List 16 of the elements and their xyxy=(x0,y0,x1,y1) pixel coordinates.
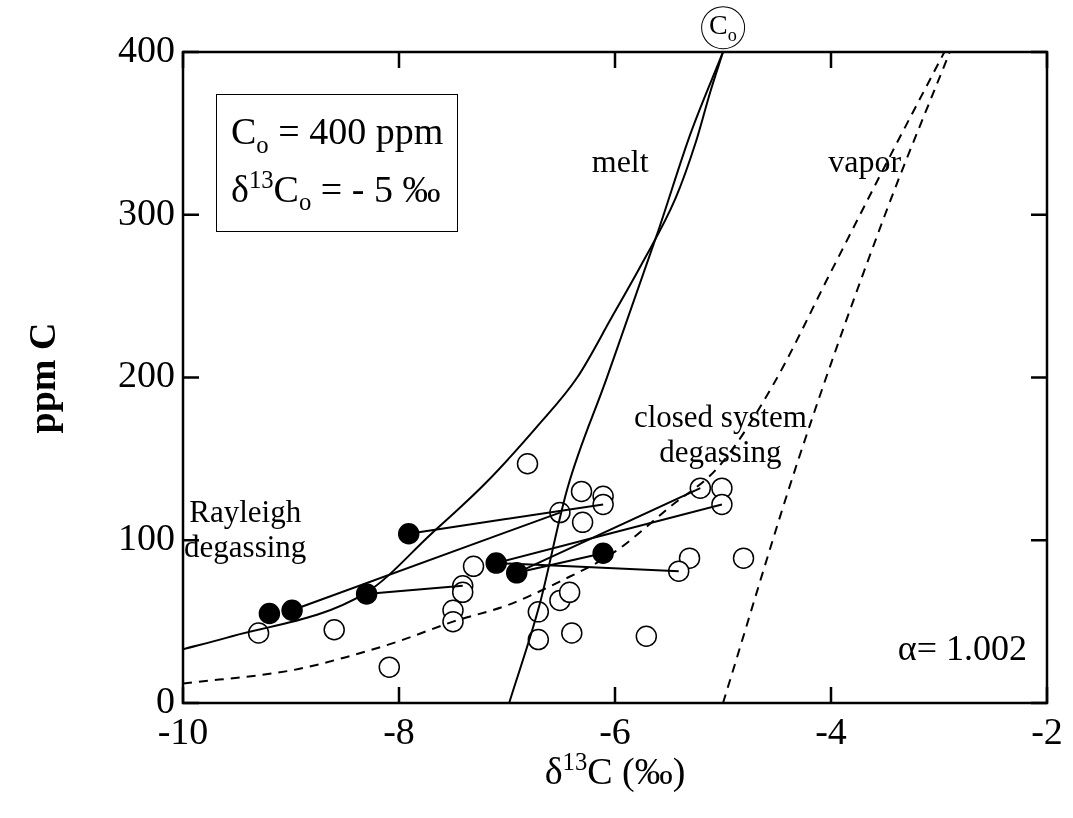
annotation: vapor xyxy=(828,142,902,179)
y-tick-label: 300 xyxy=(118,190,175,233)
annotation: closed system degassing xyxy=(632,399,808,471)
annotation: α= 1.002 xyxy=(897,628,1027,668)
annotation: δ$^{13}$C$_{o}$ = - 5 ‰ xyxy=(231,165,442,218)
annotation: melt xyxy=(591,142,649,179)
annotation: C$_{o}$ xyxy=(701,6,745,49)
x-tick-label: -4 xyxy=(815,709,847,752)
y-tick-label: 100 xyxy=(118,516,175,559)
y-tick-label: 400 xyxy=(118,27,175,70)
x-tick-label: -2 xyxy=(1031,709,1063,752)
y-axis-title: ppm C xyxy=(21,322,63,433)
annotation: C$_{o}$ = 400 ppm xyxy=(231,109,444,160)
x-tick-label: -8 xyxy=(383,709,415,752)
y-tick-label: 200 xyxy=(118,353,175,396)
annotation: Rayleigh degassing xyxy=(184,494,307,565)
